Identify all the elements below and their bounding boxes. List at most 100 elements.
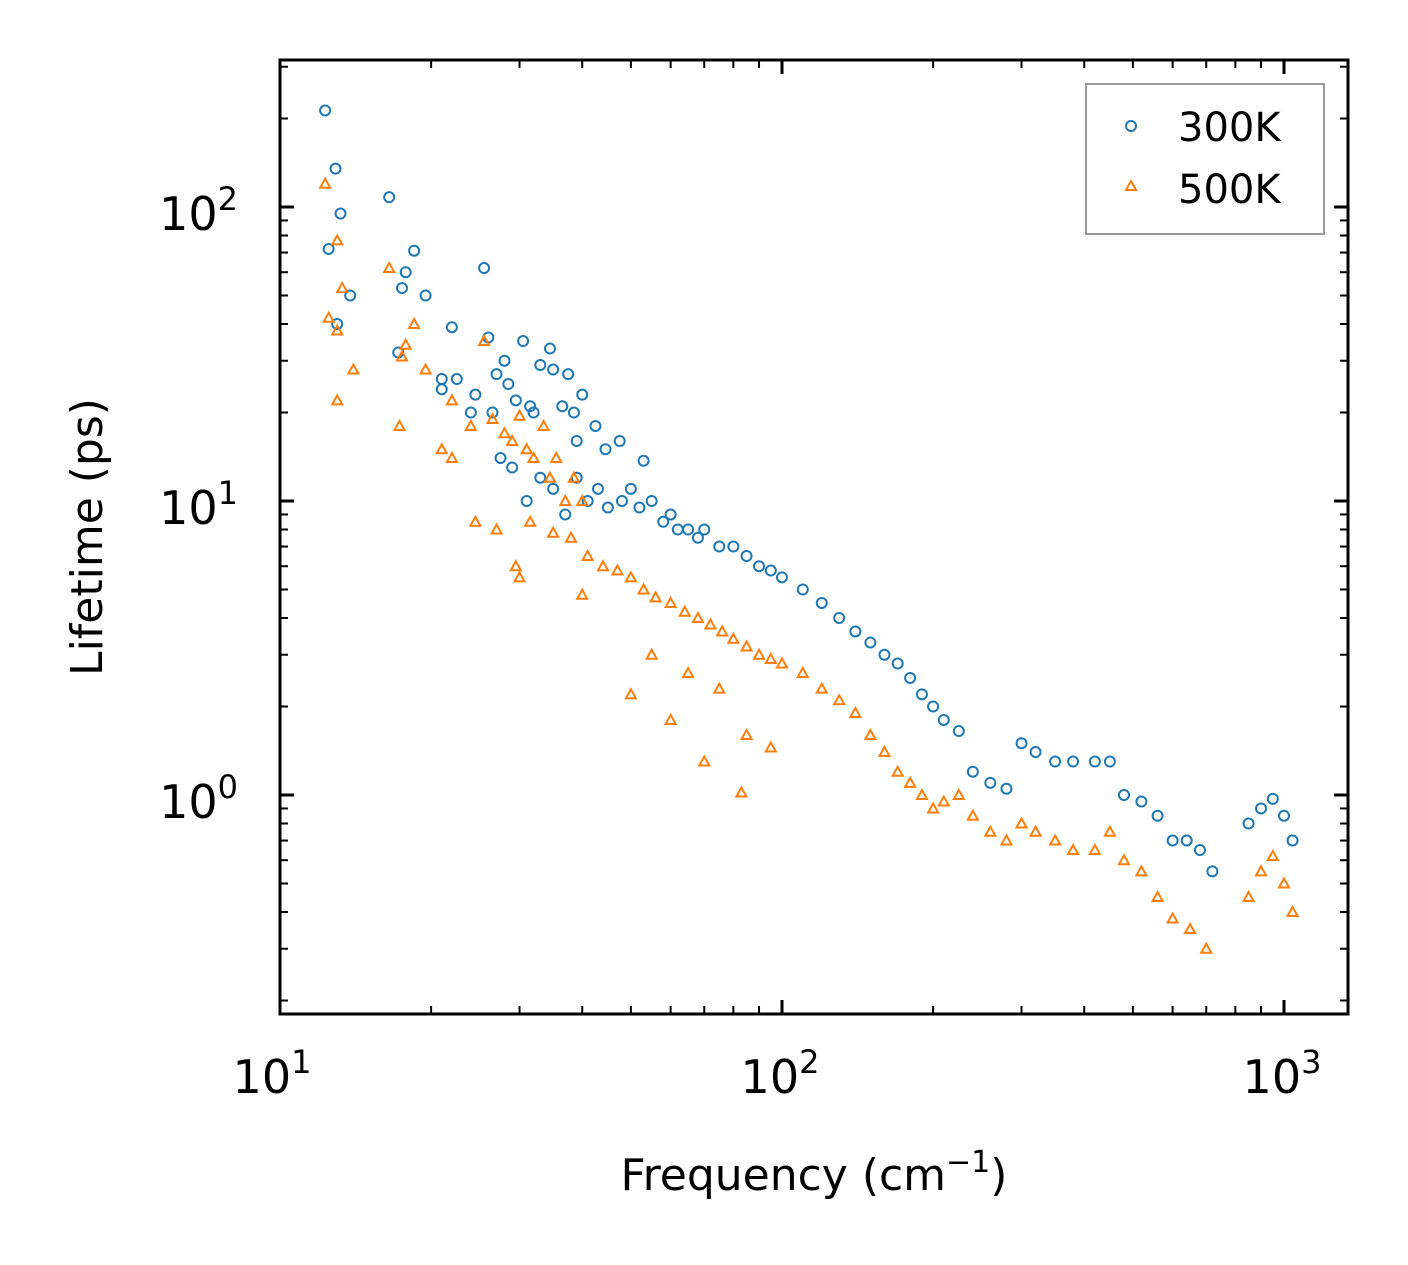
data-point-500k [558, 493, 572, 506]
data-point-500k [752, 647, 766, 660]
legend-box [1085, 83, 1325, 235]
data-point-300k [1000, 782, 1013, 795]
data-point-300k [329, 162, 342, 175]
data-point-300k [478, 262, 491, 275]
data-point-500k [509, 559, 523, 572]
data-point-500k [999, 833, 1014, 846]
data-point-500k [764, 740, 778, 753]
data-point-300k [637, 454, 650, 467]
x-tick-labels: 101 102 103 [233, 1043, 1322, 1104]
data-point-300k [576, 388, 589, 401]
data-point-300k [562, 368, 575, 381]
data-point-500k [1028, 824, 1043, 837]
data-point-300k [1193, 844, 1206, 857]
data-point-300k [966, 765, 979, 778]
data-point-300k [624, 482, 637, 495]
data-point-300k [1266, 792, 1279, 805]
data-point-500k [915, 787, 929, 800]
data-point-300k [486, 406, 499, 419]
data-point-300k [682, 523, 695, 536]
data-point-300k [1151, 809, 1164, 822]
data-point-300k [645, 495, 658, 507]
data-point-300k [601, 501, 614, 514]
data-point-300k [509, 394, 522, 407]
data-point-300k [1049, 755, 1062, 768]
data-point-500k [796, 665, 810, 678]
data-point-300k [344, 289, 357, 302]
data-point-300k [534, 359, 547, 372]
data-point-500k [346, 362, 361, 375]
data-point-300k [494, 452, 507, 465]
data-point-500k [445, 450, 459, 464]
data-point-500k [663, 712, 678, 725]
data-point-500k [691, 610, 705, 623]
data-point-300k [396, 282, 409, 295]
data-point-500k [392, 418, 407, 431]
data-point-500k [775, 656, 789, 669]
data-point-300k [1088, 755, 1101, 768]
data-point-300k [633, 501, 646, 514]
data-point-300k [796, 583, 809, 596]
data-point-300k [1067, 755, 1080, 768]
data-point-300k [727, 540, 740, 553]
data-point-500k [715, 624, 729, 637]
data-point-300k [543, 342, 556, 355]
data-point-300k [1029, 746, 1042, 759]
data-point-300k [657, 515, 670, 528]
data-point-500k [983, 824, 998, 837]
data-point-300k [490, 368, 503, 381]
data-point-300k [1278, 809, 1290, 822]
data-point-300k [383, 191, 396, 204]
data-point-300k [849, 625, 862, 638]
x-tick-label: 103 [1243, 1043, 1322, 1104]
data-point-300k [464, 406, 477, 419]
data-point-300k [445, 321, 458, 334]
data-point-500k [330, 393, 344, 406]
data-point-500k [485, 411, 500, 425]
data-point-500k [739, 727, 754, 740]
data-point-300k [833, 611, 846, 624]
data-point-500k [382, 260, 396, 274]
data-point-500k [575, 493, 589, 506]
data-point-500k [330, 233, 344, 246]
data-point-300k [524, 400, 537, 413]
x-tick-label: 102 [741, 1043, 820, 1104]
data-point-500k [1277, 876, 1291, 889]
data-point-300k [534, 471, 547, 484]
data-point-500k [1254, 864, 1268, 877]
data-point-500k [624, 570, 638, 583]
data-point-300k [613, 434, 626, 447]
data-point-300k [664, 508, 677, 521]
data-point-500k [407, 316, 421, 329]
data-point-500k [564, 530, 578, 543]
data-point-500k [739, 639, 754, 652]
data-point-300k [698, 523, 711, 536]
data-point-500k [546, 525, 560, 538]
data-point-300k [450, 372, 463, 385]
data-point-300k [502, 378, 515, 391]
data-point-500k [815, 681, 829, 694]
data-point-500k [318, 176, 332, 189]
data-point-300k [592, 482, 605, 495]
data-point-300k [547, 363, 560, 376]
data-point-500k [489, 522, 504, 535]
data-point-500k [681, 665, 695, 678]
data-point-300k [547, 482, 560, 495]
data-point-500k [610, 563, 625, 576]
legend-label-500k: 500K [1178, 167, 1282, 213]
legend-marker-300k [1125, 120, 1137, 132]
series-500k-points [318, 176, 1300, 954]
data-point-500k [1117, 853, 1131, 866]
data-point-500k [1165, 911, 1180, 924]
data-point-500k [848, 705, 863, 719]
data-point-500k [863, 727, 878, 740]
y-tick-label: 101 [159, 474, 238, 535]
data-point-300k [527, 406, 540, 419]
data-point-300k [740, 550, 753, 563]
data-point-300k [915, 688, 928, 701]
data-point-500k [580, 548, 595, 562]
data-point-300k [322, 242, 335, 255]
data-point-500k [877, 744, 892, 758]
data-point-500k [1266, 848, 1280, 862]
